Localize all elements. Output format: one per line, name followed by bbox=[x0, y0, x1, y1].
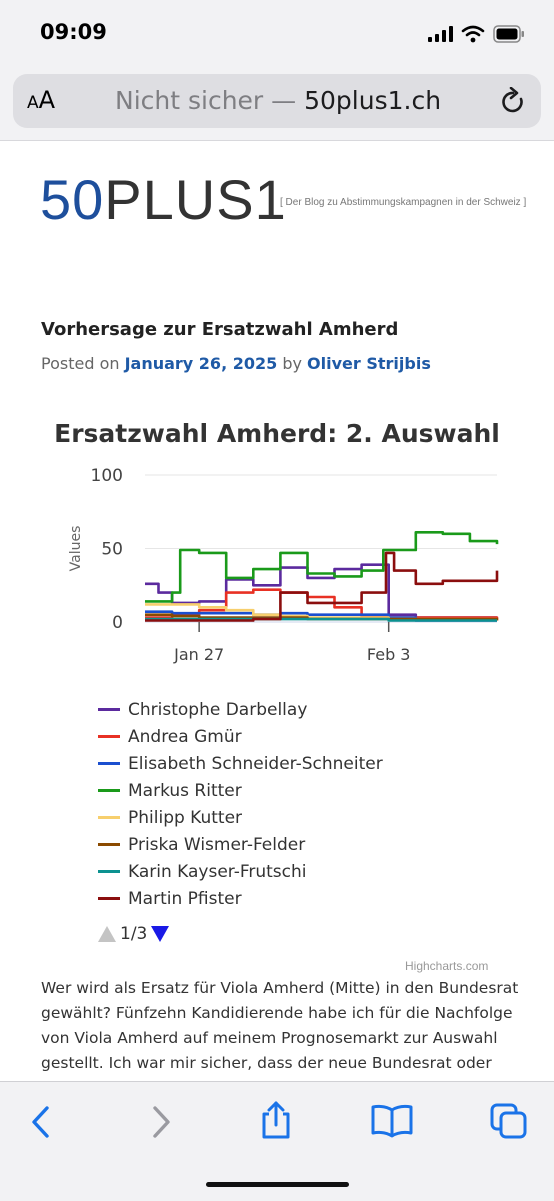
legend-swatch bbox=[98, 816, 120, 819]
series-line-martin-pfister bbox=[145, 551, 499, 622]
legend-swatch bbox=[98, 789, 120, 792]
legend-item[interactable]: Andrea Gmür bbox=[98, 723, 383, 750]
legend-swatch bbox=[98, 735, 120, 738]
legend-label: Karin Kayser-Frutschi bbox=[128, 861, 307, 882]
chart-title: Ersatzwahl Amherd: 2. Auswahl bbox=[54, 419, 500, 448]
chart-credits[interactable]: Highcharts.com bbox=[405, 959, 489, 973]
legend-prev-arrow-icon[interactable] bbox=[98, 926, 116, 942]
series-line-elisabeth-schneider-schneiter bbox=[145, 610, 497, 622]
legend-item[interactable]: Karin Kayser-Frutschi bbox=[98, 858, 383, 885]
chart-legend: Christophe Darbellay Andrea Gmür Elisabeth… bbox=[98, 696, 383, 912]
post-meta: Posted on January 26, 2025 by Oliver Str… bbox=[41, 354, 431, 373]
legend-label: Christophe Darbellay bbox=[128, 699, 308, 720]
battery-icon bbox=[493, 25, 524, 43]
legend-item[interactable]: Christophe Darbellay bbox=[98, 696, 383, 723]
text-size-small-label: A bbox=[27, 93, 39, 113]
site-logo[interactable]: 50PLUS1 bbox=[40, 168, 287, 232]
x-tick-label: Feb 3 bbox=[367, 645, 411, 664]
text-size-button[interactable]: AA bbox=[27, 86, 55, 114]
text-size-large-label: A bbox=[38, 86, 56, 114]
tabs-icon[interactable] bbox=[489, 1102, 529, 1140]
reload-icon[interactable] bbox=[499, 87, 527, 117]
post-title[interactable]: Vorhersage zur Ersatzwahl Amherd bbox=[41, 319, 399, 340]
series-line-priska-wismer-felder bbox=[145, 613, 499, 621]
y-tick-label: 50 bbox=[101, 540, 123, 560]
legend-label: Philipp Kutter bbox=[128, 807, 243, 828]
legend-label: Martin Pfister bbox=[128, 888, 242, 909]
line-chart: 0 50 100 Values Jan 27 Feb 3 bbox=[68, 466, 499, 664]
legend-label: Priska Wismer-Felder bbox=[128, 834, 306, 855]
legend-swatch bbox=[98, 708, 120, 711]
article-paragraph: Wer wird als Ersatz für Viola Amherd (Mi… bbox=[41, 979, 519, 1097]
legend-swatch bbox=[98, 843, 120, 846]
legend-label: Elisabeth Schneider-Schneiter bbox=[128, 753, 383, 774]
url-text[interactable]: Nicht sicher — 50plus1.ch bbox=[115, 86, 441, 115]
author-link[interactable]: Oliver Strijbis bbox=[307, 354, 431, 373]
home-indicator bbox=[206, 1182, 349, 1187]
browser-toolbar bbox=[0, 1081, 554, 1201]
legend-next-arrow-icon[interactable] bbox=[151, 926, 170, 942]
address-bar[interactable]: AA Nicht sicher — 50plus1.ch bbox=[13, 74, 541, 128]
url-domain: 50plus1.ch bbox=[304, 86, 442, 115]
y-axis-label: Values bbox=[68, 526, 84, 572]
legend-item[interactable]: Martin Pfister bbox=[98, 885, 383, 912]
x-tick-label: Jan 27 bbox=[173, 645, 224, 664]
legend-swatch bbox=[98, 897, 120, 900]
share-icon[interactable] bbox=[258, 1100, 294, 1140]
legend-label: Markus Ritter bbox=[128, 780, 242, 801]
legend-page-indicator: 1/3 bbox=[120, 924, 148, 944]
site-tagline: [ Der Blog zu Abstimmungskampagnen in de… bbox=[280, 197, 527, 208]
post-date-link[interactable]: January 26, 2025 bbox=[124, 354, 278, 373]
posted-on-label: Posted on bbox=[41, 354, 125, 373]
logo-word: PLUS1 bbox=[104, 168, 287, 231]
logo-number: 50 bbox=[40, 168, 105, 231]
browser-address-area: AA Nicht sicher — 50plus1.ch bbox=[0, 70, 554, 141]
status-bar: 09:09 bbox=[0, 0, 554, 70]
y-tick-label: 0 bbox=[112, 613, 123, 633]
legend-pager: 1/3 bbox=[98, 924, 170, 944]
y-tick-label: 100 bbox=[91, 466, 123, 486]
series-line-karin-kayser-frutschi bbox=[145, 617, 497, 622]
legend-label: Andrea Gmür bbox=[128, 726, 242, 747]
series-line-philipp-kutter bbox=[145, 603, 497, 621]
status-time: 09:09 bbox=[40, 20, 107, 44]
legend-item[interactable]: Priska Wismer-Felder bbox=[98, 831, 383, 858]
url-security-note: Nicht sicher — bbox=[115, 86, 305, 115]
signal-icon bbox=[428, 26, 453, 42]
legend-swatch bbox=[98, 762, 120, 765]
forward-chevron-icon[interactable] bbox=[146, 1104, 176, 1140]
series-line-markus-ritter bbox=[145, 531, 499, 603]
wifi-icon bbox=[461, 25, 485, 43]
legend-item[interactable]: Philipp Kutter bbox=[98, 804, 383, 831]
legend-item[interactable]: Elisabeth Schneider-Schneiter bbox=[98, 750, 383, 777]
legend-swatch bbox=[98, 870, 120, 873]
back-chevron-icon[interactable] bbox=[26, 1104, 56, 1140]
bookmarks-icon[interactable] bbox=[370, 1104, 414, 1138]
legend-item[interactable]: Markus Ritter bbox=[98, 777, 383, 804]
by-label: by bbox=[277, 354, 308, 373]
